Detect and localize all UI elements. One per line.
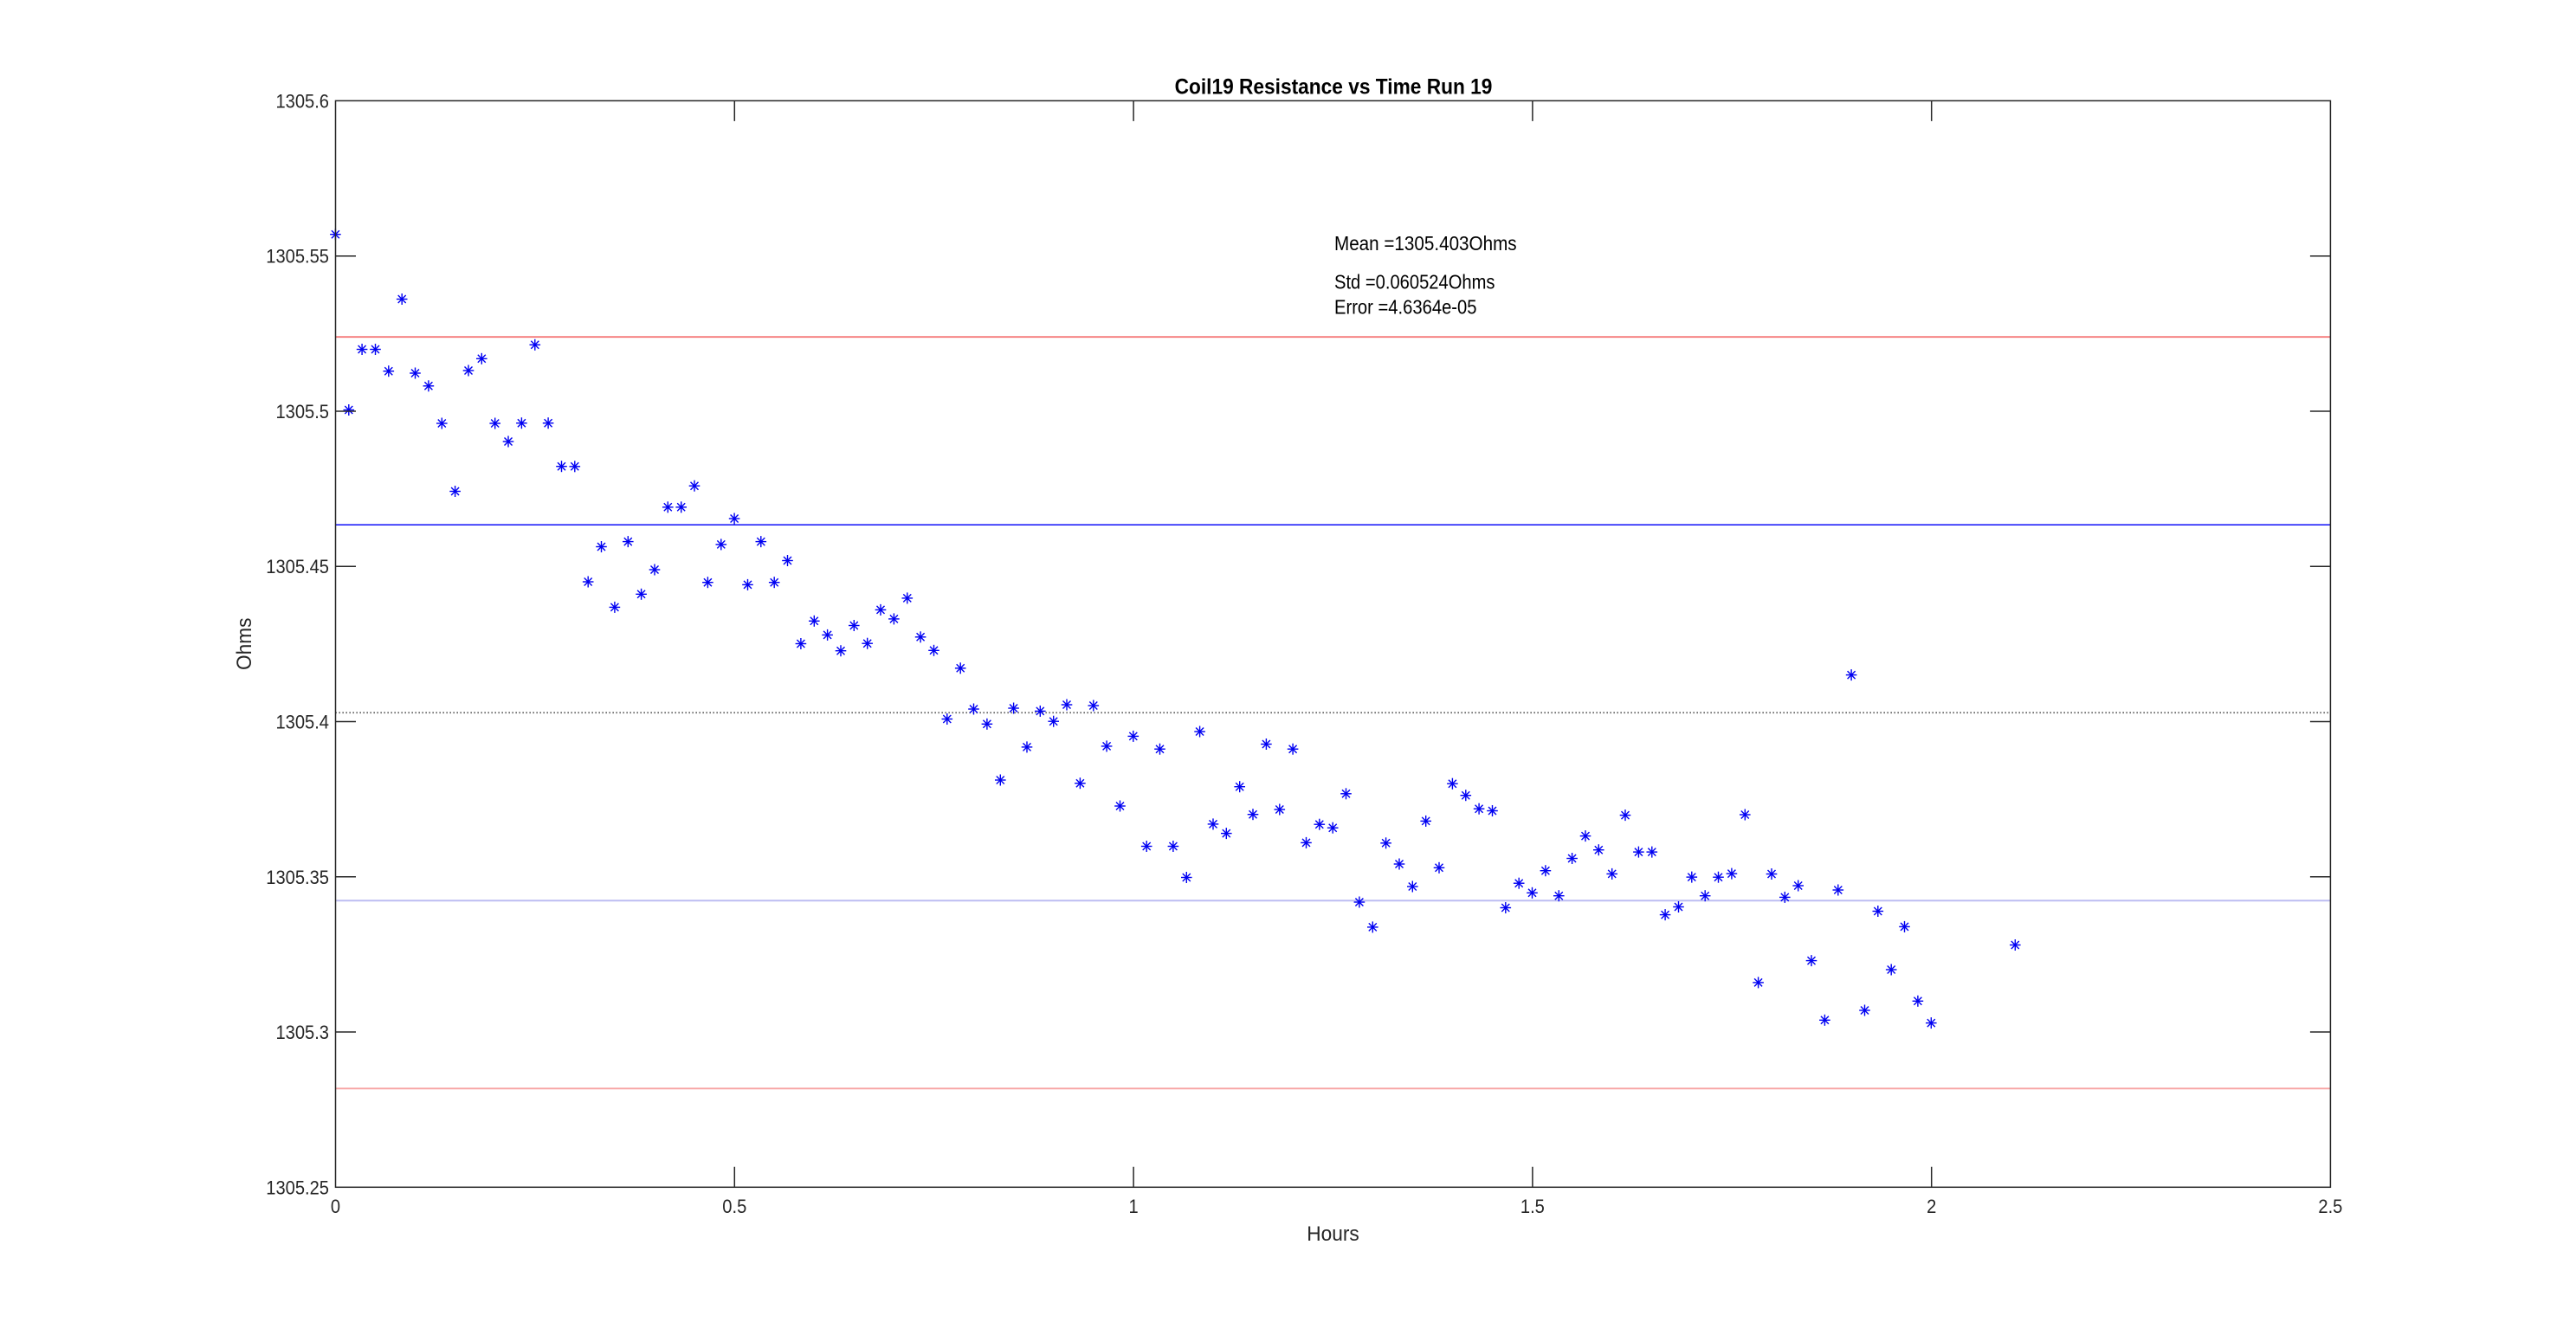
- svg-text:Coil19 Resistance vs Time Run: Coil19 Resistance vs Time Run 19: [1175, 75, 1493, 100]
- svg-text:1305.6: 1305.6: [276, 90, 330, 112]
- svg-text:0: 0: [331, 1196, 340, 1217]
- svg-text:Error =4.6364e-05: Error =4.6364e-05: [1334, 296, 1477, 319]
- svg-text:1305.3: 1305.3: [276, 1022, 330, 1043]
- svg-text:2.5: 2.5: [2318, 1196, 2342, 1217]
- svg-text:0.5: 0.5: [722, 1196, 746, 1217]
- svg-text:1305.4: 1305.4: [276, 712, 330, 733]
- svg-text:1: 1: [1129, 1196, 1139, 1217]
- svg-text:1305.55: 1305.55: [266, 246, 329, 268]
- svg-text:Std =0.060524Ohms: Std =0.060524Ohms: [1334, 271, 1495, 293]
- svg-text:1.5: 1.5: [1520, 1196, 1545, 1217]
- svg-text:1305.45: 1305.45: [266, 556, 329, 577]
- svg-text:1305.35: 1305.35: [266, 867, 329, 888]
- svg-text:1305.5: 1305.5: [276, 401, 330, 422]
- svg-text:2: 2: [1927, 1196, 1936, 1217]
- svg-text:1305.25: 1305.25: [266, 1177, 329, 1198]
- svg-text:Mean =1305.403Ohms: Mean =1305.403Ohms: [1334, 232, 1517, 255]
- svg-text:Hours: Hours: [1307, 1222, 1359, 1246]
- svg-text:Ohms: Ohms: [233, 618, 256, 671]
